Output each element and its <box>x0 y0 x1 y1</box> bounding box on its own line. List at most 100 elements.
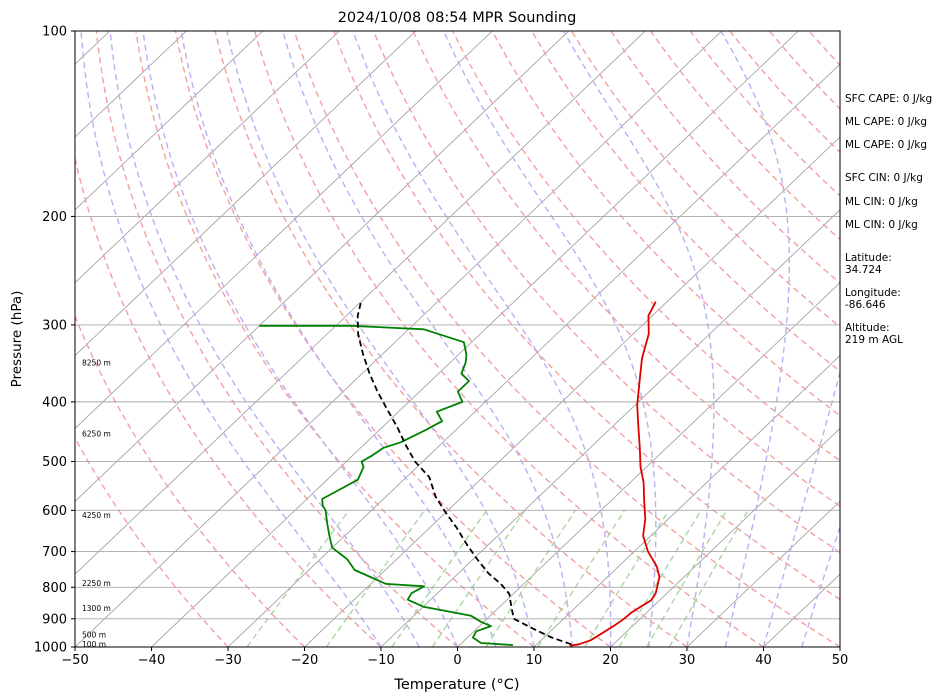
dry-adiabat-line <box>95 31 458 647</box>
y-ticks: 1000 900 800 700 600 500 400 300 200 100 <box>34 25 75 656</box>
x-tick-label: −40 <box>138 653 165 668</box>
dry-adiabat-line <box>689 31 840 197</box>
y-tick-label: 100 <box>42 25 67 40</box>
isotherm-line <box>75 31 340 284</box>
parcel-path-line <box>356 301 572 646</box>
x-axis-label: Temperature (°C) <box>393 677 519 693</box>
isotherm-line <box>75 31 417 357</box>
moist-adiabat-line <box>226 31 535 647</box>
dry-adiabat-line <box>75 155 382 647</box>
isotherm-line <box>610 427 840 647</box>
ml-cape-text-2: ML CAPE: 0 J/kg <box>845 139 928 151</box>
y-tick-label: 900 <box>42 612 67 627</box>
dewpoint-line <box>259 324 514 646</box>
dry-adiabat-line <box>412 31 840 508</box>
isotherm-line <box>75 31 723 647</box>
x-tick-label: 40 <box>755 653 772 668</box>
chart-title: 2024/10/08 08:54 MPR Sounding <box>338 10 577 26</box>
height-label: 6250 m <box>82 429 111 438</box>
x-tick-label: −20 <box>291 653 318 668</box>
x-tick-label: 50 <box>832 653 849 668</box>
y-tick-label: 400 <box>42 395 67 410</box>
isotherm-line <box>75 31 187 138</box>
x-tick-label: 20 <box>602 653 619 668</box>
height-label: 4250 m <box>82 511 111 520</box>
moist-adiabat-line <box>801 525 840 647</box>
moist-adiabat-line <box>762 369 840 647</box>
moist-adiabat-line <box>442 31 657 647</box>
isotherm-line <box>75 31 646 575</box>
moist-adiabat-line <box>180 31 497 647</box>
mixing-ratio-line <box>246 509 350 647</box>
moist-adiabat-line <box>282 31 573 647</box>
background-lines <box>75 31 840 647</box>
mixing-ratio-line <box>537 509 626 647</box>
moist-adiabat-line <box>80 31 382 647</box>
x-ticks: −50 −40 −30 −20 −10 0 10 20 30 40 50 <box>61 647 848 668</box>
mixing-ratio-line <box>668 509 749 647</box>
sfc-cape-text: SFC CAPE: 0 J/kg <box>845 93 933 105</box>
y-tick-label: 600 <box>42 504 67 519</box>
isotherm-line <box>75 31 570 502</box>
dry-adiabat-line <box>650 31 840 241</box>
dry-adiabat-line <box>293 31 840 647</box>
ml-cin-text-2: ML CIN: 0 J/kg <box>845 219 918 231</box>
dry-adiabat-line <box>452 31 840 462</box>
dry-adiabat-line <box>135 31 535 647</box>
height-label: 8250 m <box>82 358 111 367</box>
x-tick-label: 30 <box>679 653 696 668</box>
mixing-ratio-line <box>391 509 488 647</box>
altitude-label: Altitude: <box>845 322 890 334</box>
x-tick-label: −50 <box>61 653 88 668</box>
mixing-ratio-line <box>618 509 702 647</box>
x-tick-label: 0 <box>453 653 461 668</box>
x-tick-label: 10 <box>526 653 543 668</box>
isotherm-line <box>304 136 840 647</box>
sfc-cin-text: SFC CIN: 0 J/kg <box>845 172 923 184</box>
height-label: 2250 m <box>82 579 111 588</box>
isotherm-line <box>227 63 840 647</box>
isotherm-line <box>380 209 840 647</box>
height-label: 100 m <box>82 640 106 649</box>
dry-adiabat-line <box>570 31 840 328</box>
ml-cin-text-1: ML CIN: 0 J/kg <box>845 196 918 208</box>
altitude-value: 219 m AGL <box>845 334 903 346</box>
longitude-value: -86.646 <box>845 299 886 311</box>
height-label: 1300 m <box>82 604 111 613</box>
mixing-ratio-line <box>485 509 577 647</box>
moist-adiabat-line <box>142 31 459 647</box>
isotherm-line <box>75 31 493 429</box>
dry-adiabat-line <box>333 31 840 601</box>
y-tick-label: 500 <box>42 455 67 470</box>
dry-adiabat-line <box>254 31 764 647</box>
y-axis-label: Pressure (hPa) <box>9 291 25 388</box>
height-label: 500 m <box>82 631 106 640</box>
latitude-label: Latitude: <box>845 252 892 264</box>
isotherm-line <box>75 31 264 211</box>
mixing-ratio-line <box>431 509 526 647</box>
dry-adiabat-line <box>75 436 229 647</box>
dry-adiabat-line <box>174 31 611 647</box>
dry-adiabat-line <box>214 31 688 647</box>
isotherm-line <box>457 282 840 647</box>
moist-adiabat-line <box>720 31 790 647</box>
x-tick-label: −10 <box>367 653 394 668</box>
isotherm-line <box>151 31 799 647</box>
y-tick-label: 200 <box>42 210 67 225</box>
ml-cape-text-1: ML CAPE: 0 J/kg <box>845 116 928 128</box>
y-tick-label: 700 <box>42 545 67 560</box>
temperature-line <box>569 301 661 647</box>
moist-adiabat-line <box>109 31 420 647</box>
dry-adiabat-line <box>372 31 840 554</box>
y-tick-label: 800 <box>42 581 67 596</box>
longitude-label: Longitude: <box>845 287 901 299</box>
x-tick-label: −30 <box>214 653 241 668</box>
y-tick-label: 1000 <box>34 641 67 656</box>
mixing-ratio-line <box>584 509 670 647</box>
series-layer <box>259 301 661 647</box>
dry-adiabat-line <box>531 31 840 372</box>
isotherm-line <box>533 355 840 647</box>
y-tick-label: 300 <box>42 318 67 333</box>
